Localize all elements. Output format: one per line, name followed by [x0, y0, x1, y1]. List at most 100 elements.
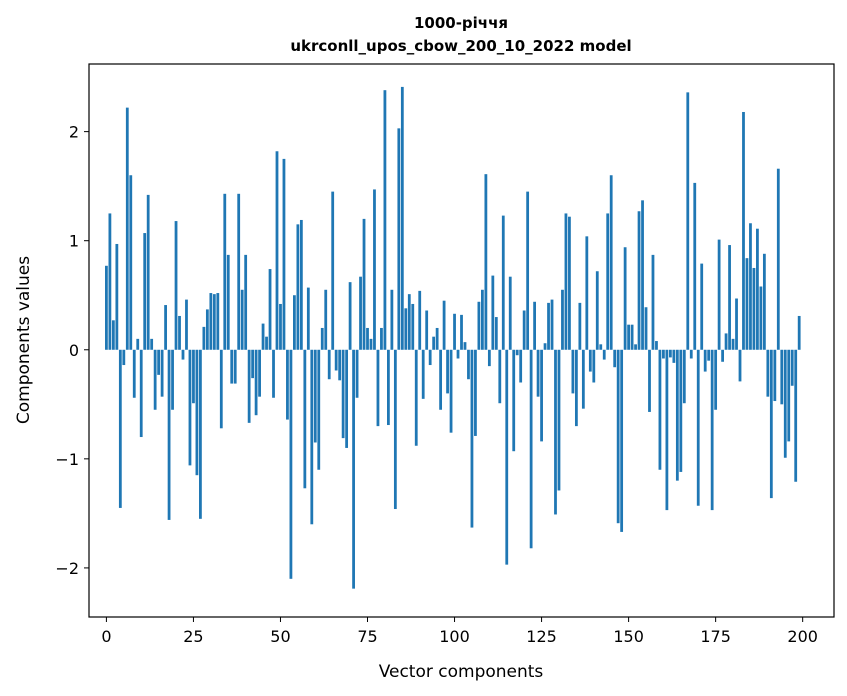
bar	[599, 344, 603, 350]
bar	[272, 349, 275, 398]
bar	[376, 349, 380, 427]
bar	[578, 302, 582, 350]
bar	[324, 289, 328, 350]
bar	[366, 327, 369, 350]
bar	[571, 349, 575, 394]
bar	[588, 349, 592, 372]
bar	[174, 221, 178, 350]
bar	[275, 151, 279, 350]
bar	[383, 90, 387, 350]
bar	[550, 299, 554, 350]
bar	[327, 349, 331, 380]
bar	[320, 327, 324, 350]
bar	[289, 349, 293, 579]
bar	[487, 349, 491, 367]
bar	[223, 193, 227, 350]
bar	[714, 349, 718, 410]
bar	[728, 245, 731, 350]
bar	[766, 349, 770, 397]
bar	[199, 349, 202, 519]
bar	[689, 349, 693, 359]
bar	[776, 168, 780, 350]
bar	[233, 349, 237, 384]
bar	[348, 282, 352, 350]
bar	[219, 349, 223, 429]
bar	[512, 349, 516, 452]
bar	[362, 218, 366, 350]
bar	[205, 309, 209, 350]
bar	[762, 253, 766, 350]
bar	[209, 293, 213, 350]
bar	[592, 349, 596, 383]
bar	[481, 289, 484, 350]
bar	[627, 324, 630, 350]
bar	[613, 349, 617, 368]
bar	[749, 223, 752, 350]
bar	[164, 305, 167, 350]
bar	[421, 349, 425, 399]
bar	[369, 338, 373, 350]
bar	[334, 349, 338, 371]
bar	[693, 182, 697, 350]
bar	[707, 349, 711, 361]
bar	[467, 349, 470, 380]
bar	[282, 158, 286, 350]
bar	[136, 338, 140, 350]
bar	[188, 349, 192, 466]
bar	[380, 327, 383, 350]
bar	[609, 175, 613, 350]
bar	[432, 336, 436, 350]
y-tick-label: 0	[69, 341, 79, 360]
bar	[581, 349, 585, 409]
bar	[606, 213, 610, 350]
bar	[568, 216, 571, 350]
bar	[682, 349, 686, 404]
bar	[759, 286, 763, 350]
bar	[435, 327, 439, 350]
bar	[463, 342, 467, 350]
bar	[470, 349, 474, 528]
bar	[153, 349, 157, 410]
bar	[373, 189, 376, 350]
bar	[658, 349, 662, 470]
bar	[585, 236, 589, 350]
bar	[648, 349, 651, 412]
bar	[160, 349, 164, 397]
bar	[491, 275, 495, 350]
bar	[644, 307, 648, 350]
bar	[668, 349, 672, 358]
bar	[400, 86, 404, 350]
bar	[132, 349, 136, 398]
bar	[675, 349, 679, 481]
bar	[557, 349, 561, 491]
bar	[745, 258, 749, 350]
bar	[498, 349, 502, 404]
bar	[293, 295, 296, 350]
x-tick-label: 0	[101, 627, 111, 646]
bar	[216, 293, 220, 350]
bar	[122, 349, 126, 366]
bar	[574, 349, 578, 427]
bar	[484, 174, 488, 350]
bar	[508, 276, 512, 350]
bar	[411, 303, 415, 350]
bar	[195, 349, 199, 476]
bar	[696, 349, 700, 506]
bar	[738, 349, 742, 382]
bar	[533, 301, 536, 350]
x-tick-label: 25	[183, 627, 203, 646]
chart-title: 1000-річчя	[414, 14, 508, 32]
bar	[790, 349, 794, 386]
bar	[717, 239, 721, 350]
bar	[752, 267, 756, 350]
bar	[797, 315, 801, 350]
bar	[756, 228, 759, 350]
bar	[794, 349, 798, 482]
bar	[303, 349, 307, 489]
y-tick-label: −2	[55, 559, 79, 578]
y-axis-ticks: −2 −1 0 1 2	[55, 123, 89, 578]
bar	[623, 247, 627, 350]
bar	[404, 308, 408, 350]
bar	[554, 349, 557, 515]
